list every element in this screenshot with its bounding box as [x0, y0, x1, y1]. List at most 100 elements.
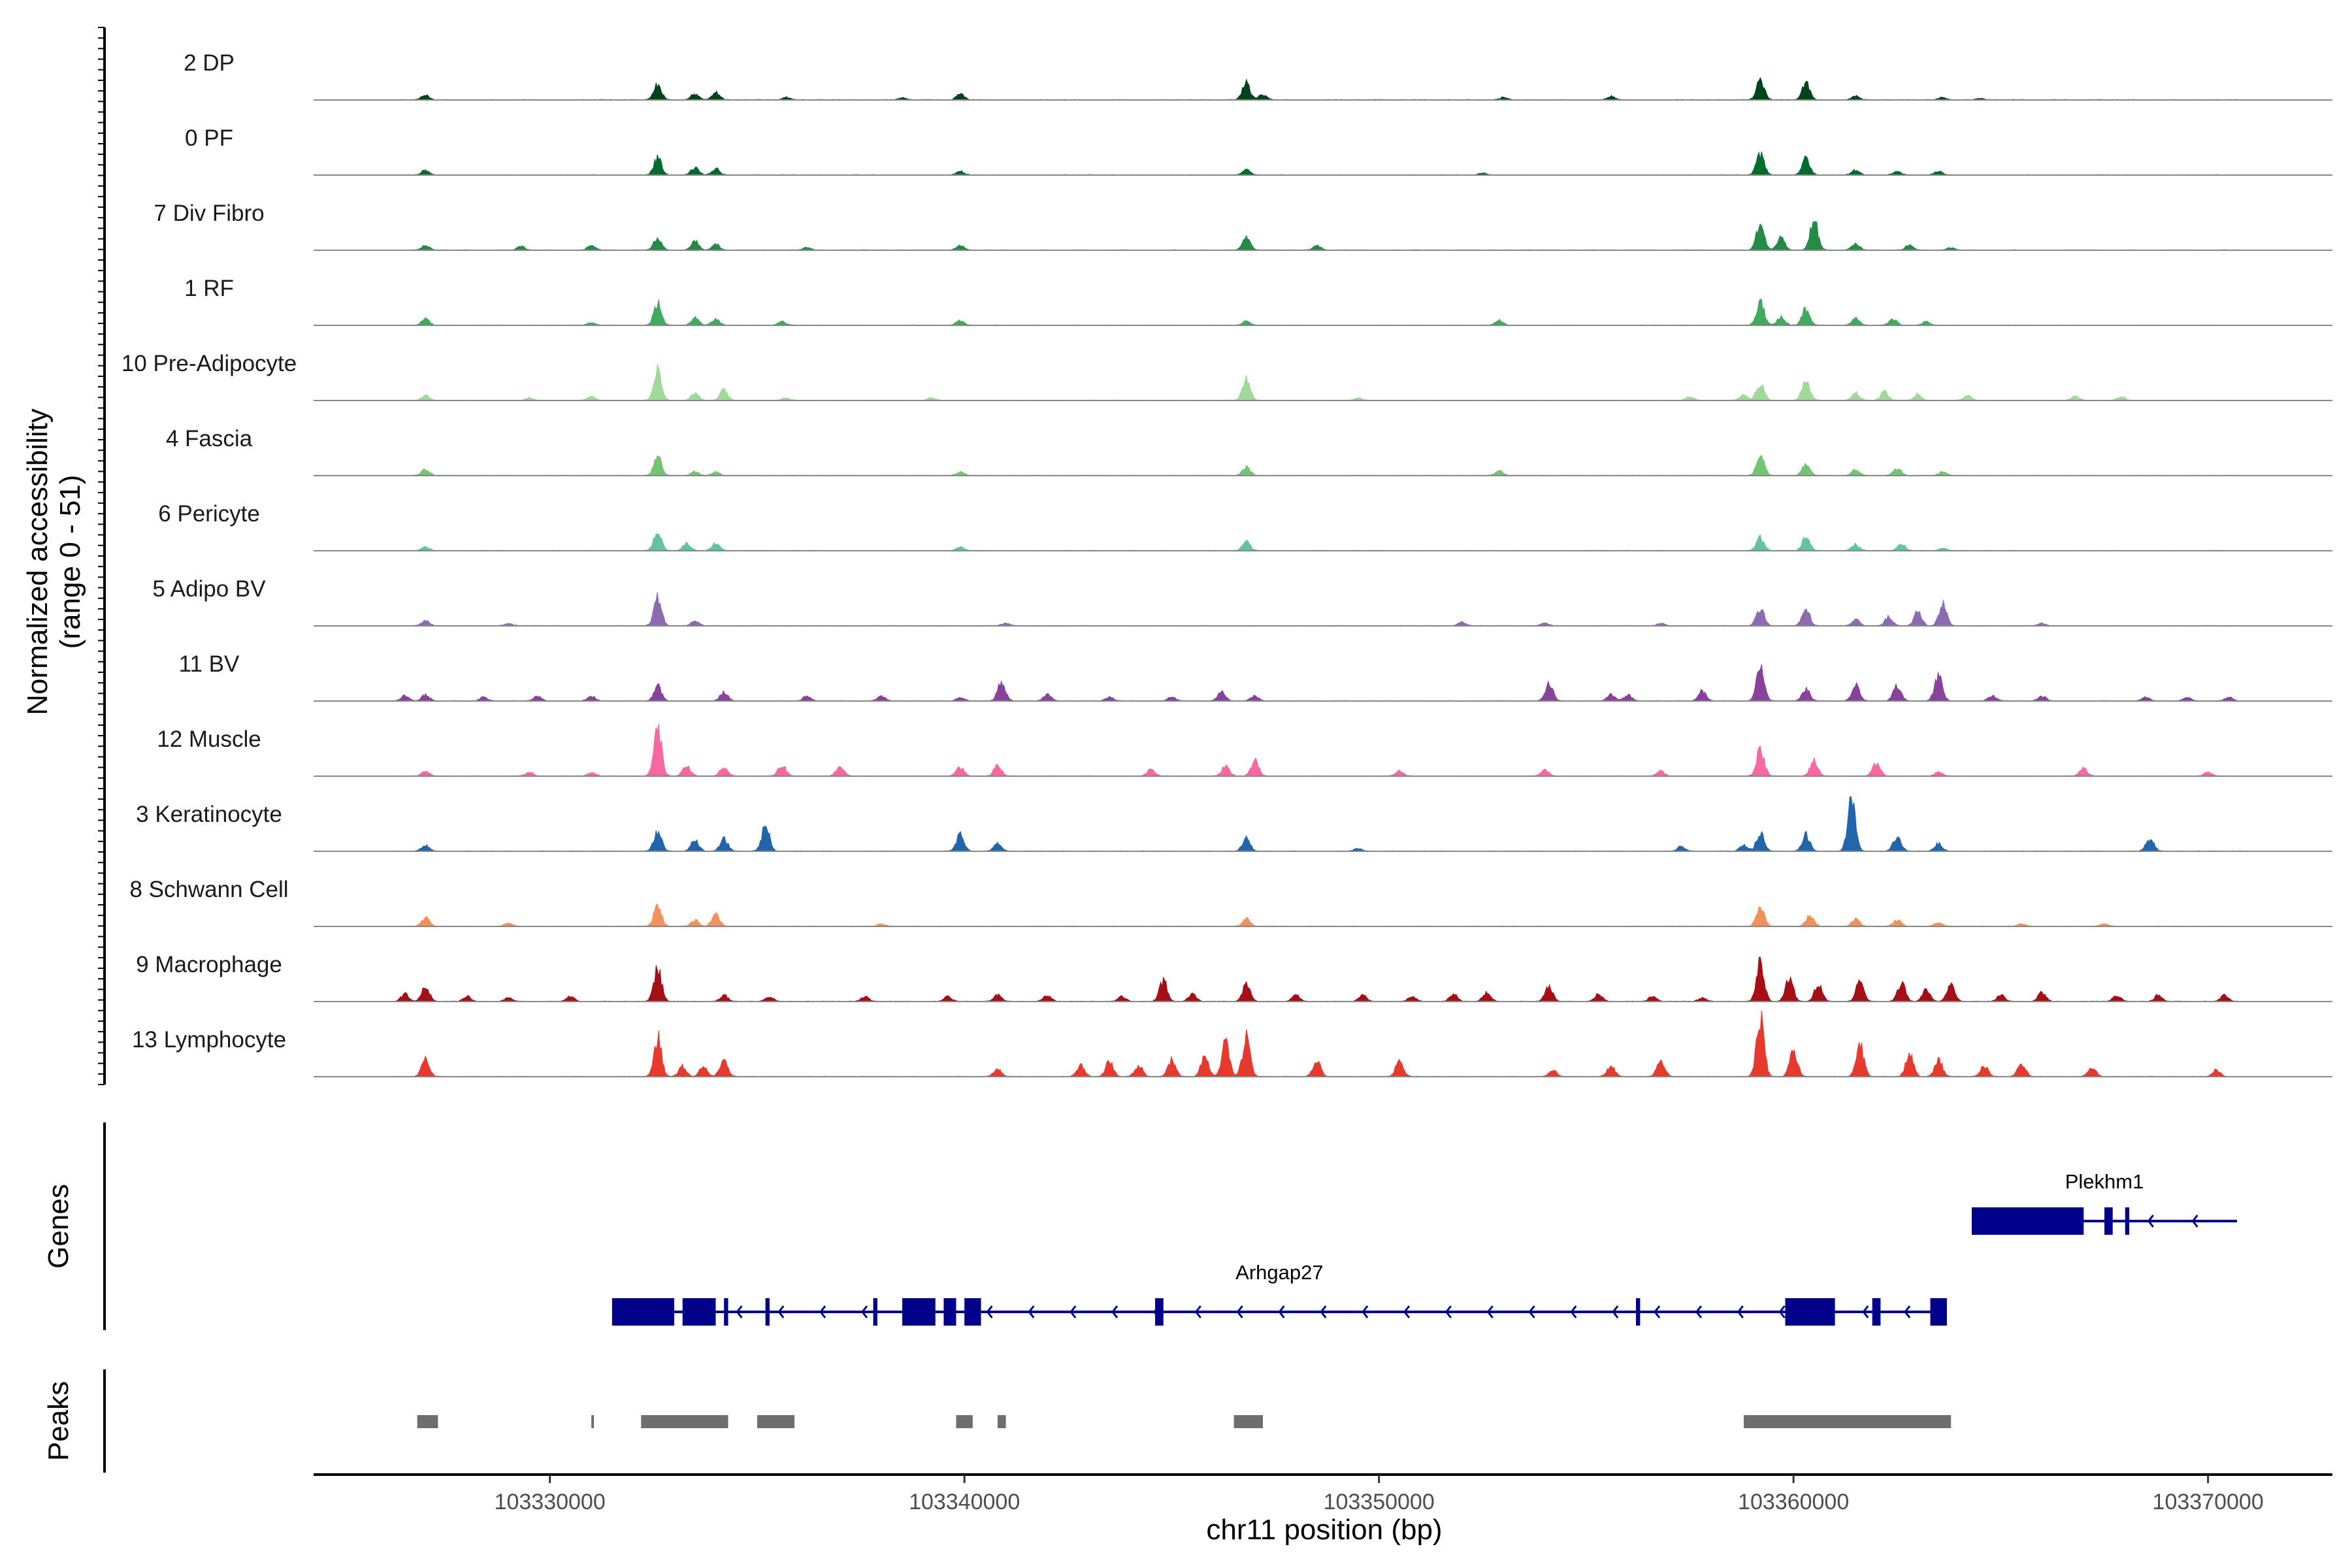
track-label: 5 Adipo BV — [152, 576, 266, 602]
gene-exon — [902, 1298, 936, 1326]
peak-region — [956, 1415, 973, 1428]
coverage-area — [396, 723, 2242, 777]
track-2-dp: 2 DP — [184, 50, 2332, 101]
y-axis-title: Normalized accessibility — [22, 408, 54, 715]
strand-arrow — [1528, 1305, 1535, 1318]
peak-region — [1233, 1415, 1263, 1428]
coverage-area — [396, 1010, 2242, 1077]
peak-region — [641, 1415, 728, 1428]
strand-arrow — [1111, 1305, 1119, 1318]
track-11-bv: 11 BV — [179, 651, 2332, 702]
y-axis-range-label: (range 0 - 51) — [54, 475, 86, 649]
gene-exon — [1636, 1298, 1641, 1326]
strand-arrow — [1695, 1305, 1703, 1318]
track-label: 8 Schwann Cell — [129, 877, 288, 902]
peak-region — [997, 1415, 1006, 1428]
strand-arrow — [1070, 1305, 1077, 1318]
track-6-pericyte: 6 Pericyte — [158, 501, 2332, 551]
peak-region — [757, 1415, 795, 1428]
track-label: 12 Muscle — [157, 727, 261, 752]
coverage-area — [396, 363, 2242, 401]
strand-arrow — [1862, 1305, 1869, 1318]
gene-name-label: Arhgap27 — [1235, 1261, 1323, 1284]
strand-arrow — [1486, 1305, 1494, 1318]
coverage-area — [396, 664, 2242, 702]
strand-arrow — [1778, 1305, 1786, 1318]
strand-arrow — [1445, 1305, 1452, 1318]
peak-regions-track — [417, 1415, 1952, 1428]
strand-arrow — [819, 1305, 826, 1318]
peaks-track-title: Peaks — [42, 1381, 74, 1461]
coverage-area — [396, 904, 2242, 927]
track-8-schwann-cell: 8 Schwann Cell — [129, 877, 2332, 927]
gene-annotation-track: Plekhm1 Arhgap27 — [612, 1170, 2238, 1326]
gene-exon — [765, 1298, 770, 1326]
gene-exon — [943, 1298, 956, 1326]
genes-track-title: Genes — [42, 1184, 74, 1269]
gene-exon — [964, 1298, 981, 1326]
track-label: 9 Macrophage — [136, 952, 282, 977]
strand-arrow — [1403, 1305, 1411, 1318]
strand-arrow — [777, 1305, 785, 1318]
gene-exon — [2104, 1207, 2113, 1235]
x-axis-ticks: 103330000 103340000 103350000 103360000 1033… — [495, 1475, 2264, 1514]
coverage-area — [396, 956, 2242, 1002]
strand-arrow — [1570, 1305, 1577, 1318]
accessibility-y-axis — [98, 27, 106, 1085]
gene-exon — [1872, 1298, 1881, 1326]
gene-exon — [612, 1298, 675, 1326]
track-4-fascia: 4 Fascia — [166, 426, 2332, 476]
track-1-rf: 1 RF — [184, 276, 2332, 326]
gene-exon — [1155, 1298, 1164, 1326]
peak-region — [417, 1415, 438, 1428]
track-7-div-fibro: 7 Div Fibro — [154, 201, 2332, 251]
gene-exon — [1971, 1207, 2084, 1235]
strand-arrow — [1612, 1305, 1619, 1318]
strand-arrow — [2191, 1215, 2198, 1228]
track-5-adipo-bv: 5 Adipo BV — [152, 576, 2332, 627]
strand-arrow — [861, 1305, 868, 1318]
gene-name-label: Plekhm1 — [2065, 1170, 2144, 1193]
track-9-macrophage: 9 Macrophage — [136, 952, 2332, 1002]
track-label: 11 BV — [179, 651, 240, 677]
track-label: 7 Div Fibro — [154, 201, 264, 226]
coverage-area — [396, 796, 2242, 852]
x-tick-label: 103340000 — [909, 1490, 1020, 1514]
strand-arrow — [1194, 1305, 1201, 1318]
strand-arrow — [1236, 1305, 1243, 1318]
gene-arhgap27: Arhgap27 — [612, 1261, 1947, 1326]
coverage-area — [396, 221, 2242, 251]
x-tick-label: 103350000 — [1324, 1490, 1435, 1514]
coverage-area — [396, 592, 2242, 627]
track-label: 2 DP — [184, 50, 235, 76]
coverage-tracks: 2 DP 0 PF 7 Div Fibro 1 RF 10 Pre-Adipocyte 4… — [122, 50, 2332, 1077]
strand-arrow — [2147, 1215, 2154, 1228]
track-label: 13 Lymphocyte — [132, 1027, 286, 1053]
coverage-area — [396, 76, 2242, 101]
peak-region — [591, 1415, 595, 1428]
coverage-area — [396, 298, 2242, 326]
x-tick-label: 103330000 — [495, 1490, 606, 1514]
coverage-area — [396, 151, 2242, 176]
x-axis-title: chr11 position (bp) — [1206, 1514, 1442, 1546]
track-label: 1 RF — [184, 276, 234, 301]
strand-arrow — [1654, 1305, 1661, 1318]
gene-exon — [1930, 1298, 1947, 1326]
gene-plekhm1: Plekhm1 — [1971, 1170, 2238, 1235]
gene-exon — [724, 1298, 728, 1326]
track-label: 10 Pre-Adipocyte — [122, 351, 297, 376]
track-12-muscle: 12 Muscle — [157, 723, 2332, 777]
strand-arrow — [1028, 1305, 1035, 1318]
strand-arrow — [1362, 1305, 1369, 1318]
gene-exon — [873, 1298, 877, 1326]
strand-arrow — [736, 1305, 743, 1318]
strand-arrow — [986, 1305, 993, 1318]
track-10-pre-adipocyte: 10 Pre-Adipocyte — [122, 351, 2332, 401]
gene-exon — [682, 1298, 716, 1326]
track-3-keratinocyte: 3 Keratinocyte — [136, 796, 2332, 852]
track-0-pf: 0 PF — [185, 125, 2332, 176]
coverage-area — [396, 455, 2242, 476]
x-tick-label: 103360000 — [1738, 1490, 1849, 1514]
track-label: 0 PF — [185, 125, 233, 151]
